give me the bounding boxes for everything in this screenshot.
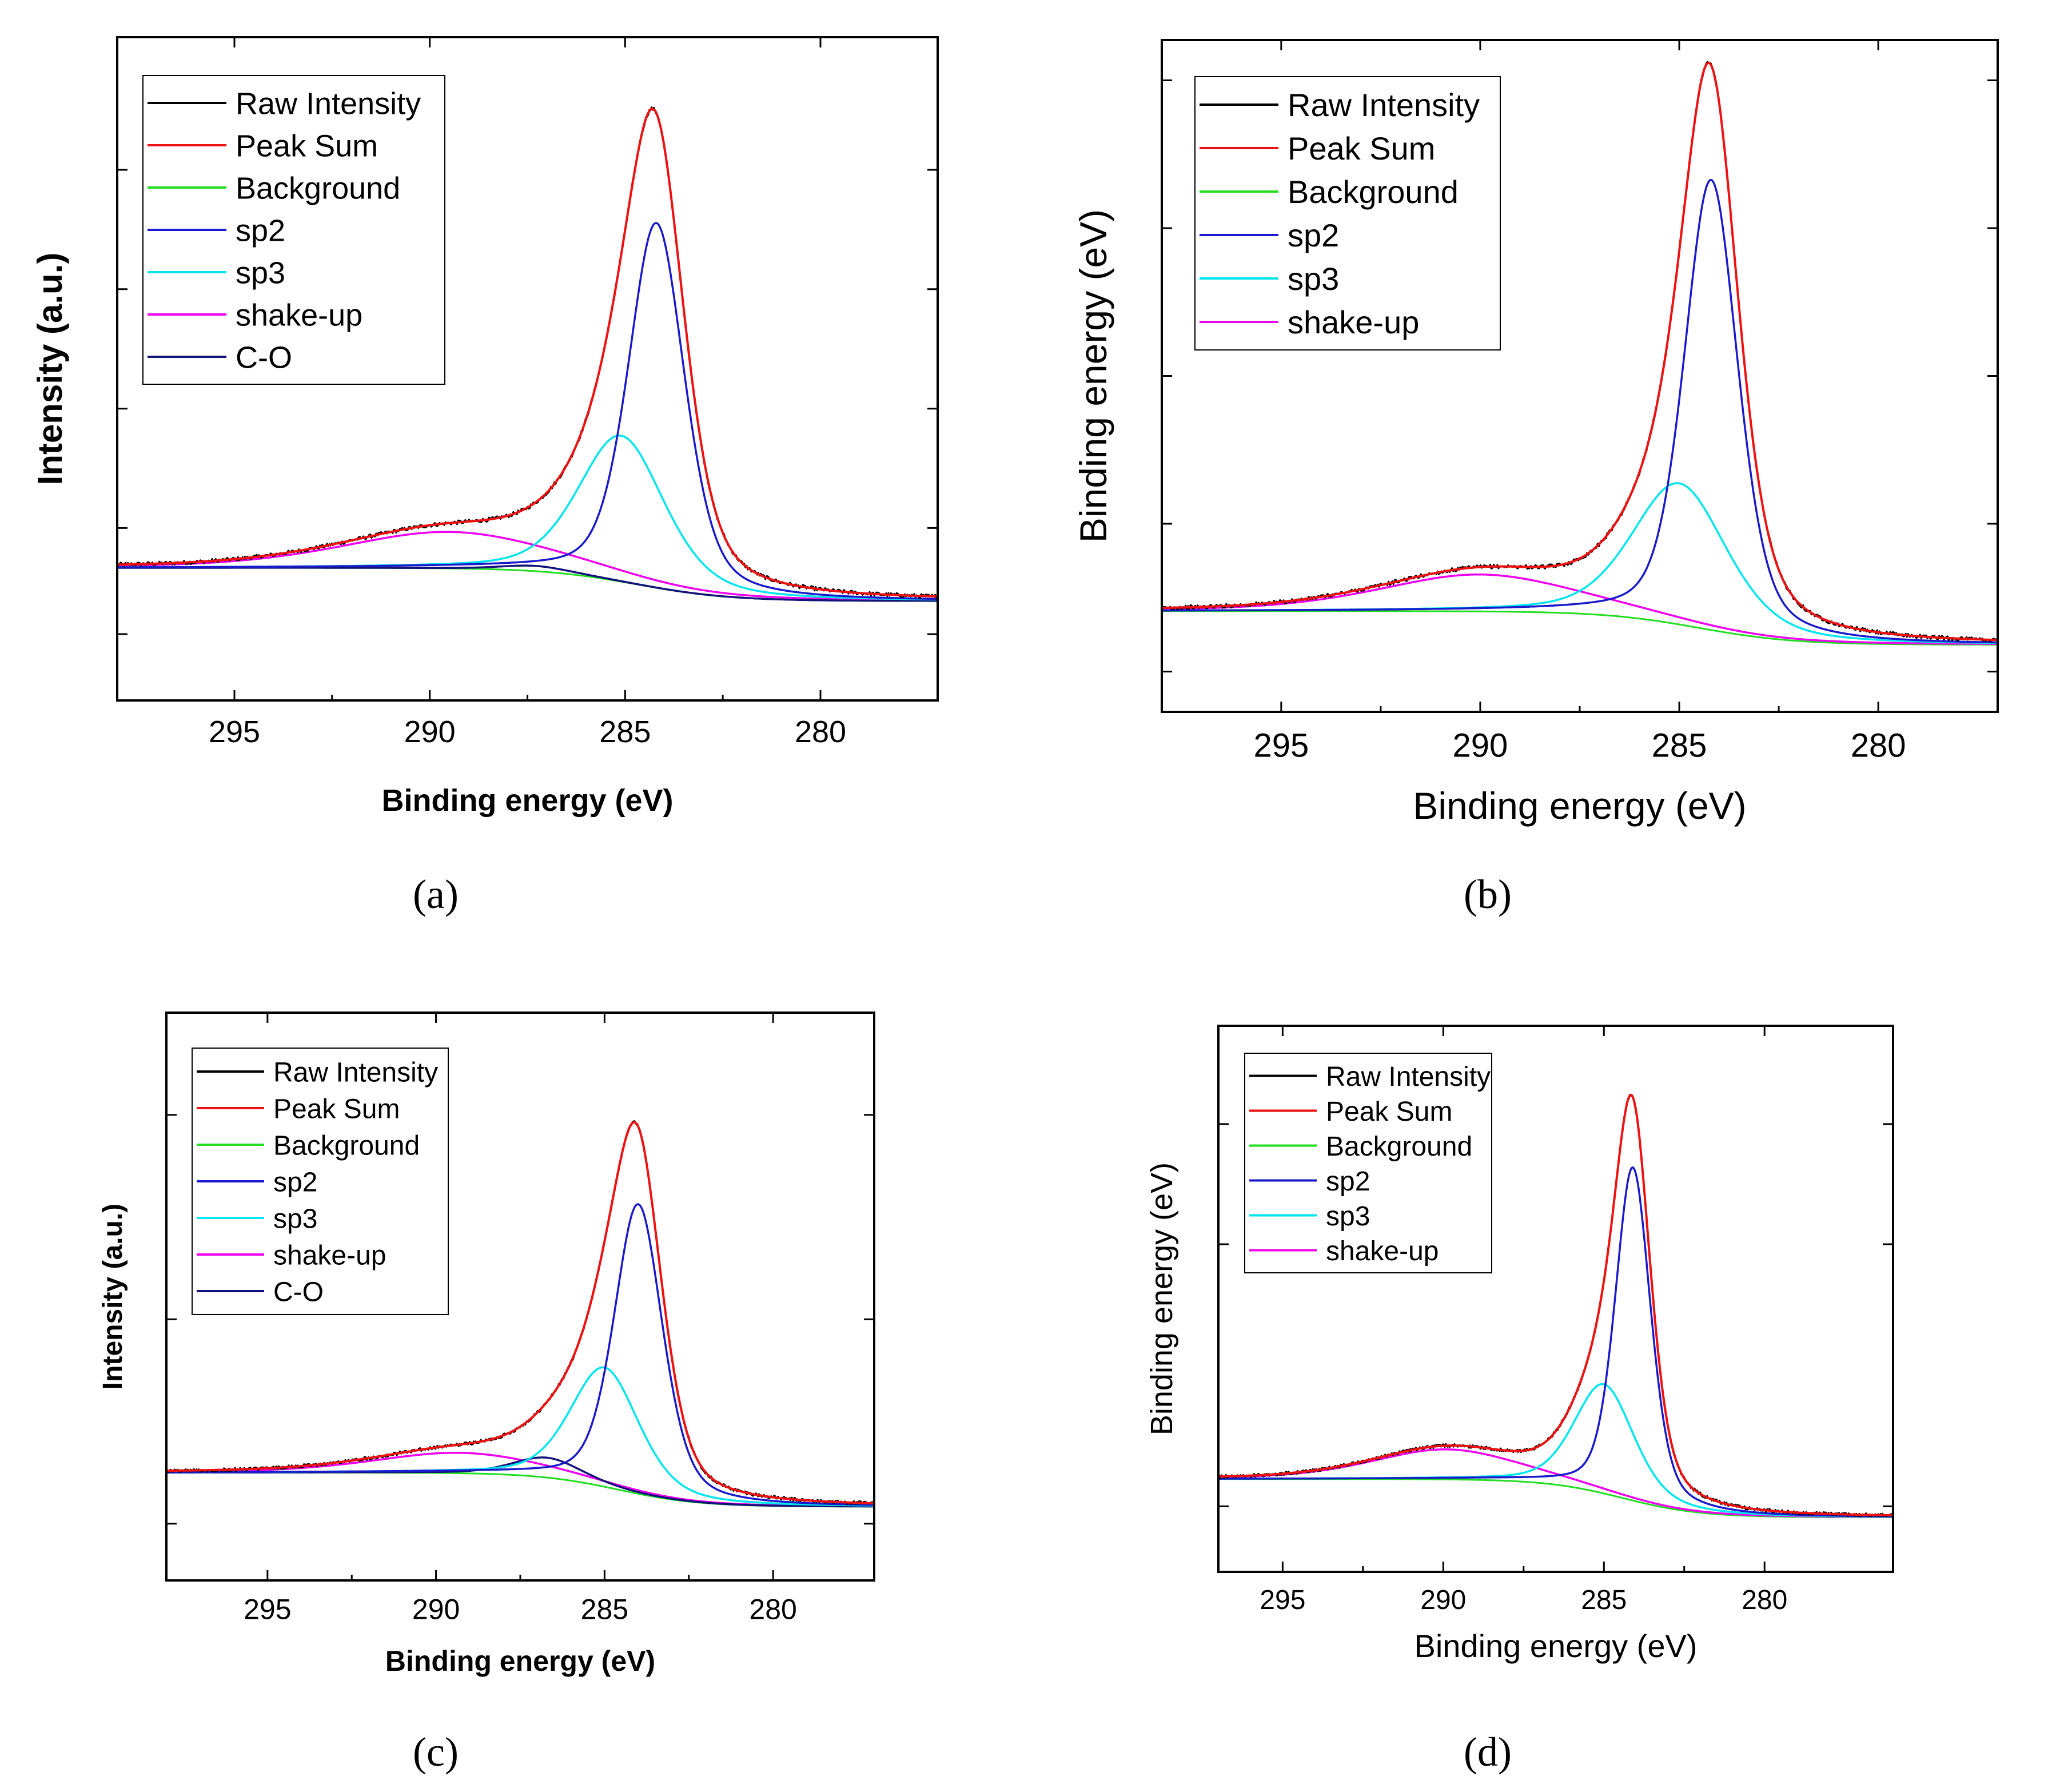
legend-label-shake-up: shake-up: [273, 1240, 386, 1271]
legend: Raw Intensity Peak Sum Background sp2 sp3 sha…: [1194, 76, 1501, 351]
panel-b: 295 290 285 280 Binding energy (eV) Binding…: [1072, 39, 1999, 827]
legend-label-raw-intensity: Raw Intensity: [273, 1057, 438, 1088]
legend-label-sp2: sp2: [1326, 1166, 1370, 1197]
x-tick-label: 290: [1453, 727, 1508, 764]
caption-a: (a): [413, 871, 459, 917]
axis-ticks: [117, 37, 938, 700]
plot-frame: [1217, 1025, 1894, 1573]
series-peak-sum: [1162, 61, 1998, 642]
curves: [1217, 1093, 1894, 1518]
x-tick-label: 280: [795, 715, 846, 749]
x-tick-label: 285: [599, 715, 651, 749]
legend-label-background: Background: [1288, 174, 1459, 210]
caption-b: (b): [1464, 871, 1512, 917]
legend-label-sp2: sp2: [1288, 217, 1339, 253]
x-tick-label: 295: [244, 1594, 291, 1626]
legend-label-shake-up: shake-up: [1326, 1236, 1439, 1267]
x-tick-labels: 295 290 285 280: [244, 1594, 797, 1626]
series-background: [1162, 610, 1998, 646]
y-axis-label: Intensity (a.u.): [31, 253, 69, 485]
x-tick-label: 290: [412, 1594, 460, 1626]
legend-label-peak-sum: Peak Sum: [273, 1094, 400, 1124]
series-peak-sum: [1218, 1093, 1894, 1516]
legend-label-shake-up: shake-up: [236, 298, 362, 332]
legend: Raw Intensity Peak Sum Background sp2 sp3 sha…: [142, 75, 445, 385]
curves: [166, 1120, 875, 1508]
series-sp2: [1218, 1166, 1894, 1518]
axis-ticks: [1218, 1026, 1893, 1572]
series-sp2: [117, 222, 938, 600]
x-tick-labels: 295 290 285 280: [209, 715, 846, 749]
x-tick-label: 280: [749, 1594, 796, 1626]
panel-d: 295 290 285 280 Binding energy (eV) Binding…: [1145, 1025, 1894, 1664]
axis-ticks: [166, 1013, 874, 1580]
curves: [116, 106, 938, 602]
legend-label-sp2: sp2: [236, 213, 285, 248]
legend-label-sp3: sp3: [1326, 1201, 1370, 1232]
panel-captions: (a) (b) (c) (d): [413, 871, 1512, 1775]
x-tick-label: 290: [404, 715, 456, 749]
legend-label-background: Background: [236, 171, 400, 205]
legend-label-sp2: sp2: [273, 1167, 317, 1197]
series-peak-sum: [166, 1121, 875, 1504]
x-axis-label: Binding energy (eV): [1413, 785, 1746, 827]
x-tick-label: 280: [1851, 727, 1906, 764]
caption-c: (c): [413, 1729, 459, 1775]
legend-label-sp3: sp3: [236, 256, 285, 290]
legend-label-raw-intensity: Raw Intensity: [236, 86, 421, 121]
x-tick-label: 295: [209, 715, 260, 749]
legend-label-background: Background: [273, 1130, 420, 1161]
x-tick-label: 285: [1581, 1585, 1627, 1615]
curves: [1161, 61, 1998, 646]
legend-label-raw-intensity: Raw Intensity: [1288, 87, 1480, 123]
legend-label-peak-sum: Peak Sum: [1326, 1097, 1452, 1127]
y-axis-label: Intensity (a.u.): [98, 1204, 128, 1389]
axis-ticks: [1162, 40, 1998, 712]
series-shake-up: [117, 531, 938, 602]
x-tick-label: 290: [1420, 1585, 1466, 1615]
x-tick-label: 295: [1253, 727, 1309, 764]
series-peak-sum: [117, 107, 938, 598]
x-tick-label: 295: [1260, 1585, 1305, 1615]
series-sp2: [166, 1203, 875, 1506]
legend-label-sp3: sp3: [273, 1204, 317, 1234]
legend-label-peak-sum: Peak Sum: [1288, 130, 1435, 166]
x-axis-label: Binding energy (eV): [1415, 1628, 1698, 1664]
panel-c: 295 290 285 280 Binding energy (eV) Intensi…: [98, 1012, 875, 1677]
legend-label-raw-intensity: Raw Intensity: [1326, 1062, 1491, 1092]
legend-label-background: Background: [1326, 1132, 1472, 1162]
legend-label-peak-sum: Peak Sum: [236, 129, 378, 163]
legend-label-c-o: C-O: [236, 340, 292, 375]
panel-a: 295 290 285 280 Binding energy (eV) Intensi…: [31, 36, 939, 818]
x-tick-label: 280: [1742, 1585, 1787, 1615]
x-axis-label: Binding energy (eV): [385, 1645, 655, 1677]
series-sp2: [1162, 178, 1998, 644]
legend-box: [1194, 76, 1501, 351]
caption-d: (d): [1464, 1729, 1512, 1775]
legend-label-sp3: sp3: [1288, 261, 1339, 297]
x-tick-labels: 295 290 285 280: [1260, 1585, 1787, 1615]
x-tick-label: 285: [1652, 727, 1707, 764]
x-tick-label: 285: [581, 1594, 628, 1626]
x-axis-label: Binding energy (eV): [381, 783, 673, 818]
legend-label-c-o: C-O: [273, 1277, 324, 1307]
y-axis-label: Binding energy (eV): [1145, 1162, 1179, 1435]
legend-box: [1244, 1053, 1492, 1273]
legend-label-shake-up: shake-up: [1288, 304, 1419, 340]
legend: Raw Intensity Peak Sum Background sp2 sp3 sha…: [192, 1048, 449, 1315]
legend: Raw Intensity Peak Sum Background sp2 sp3 sha…: [1244, 1053, 1492, 1273]
x-tick-labels: 295 290 285 280: [1253, 727, 1906, 764]
y-axis-label: Binding energy (eV): [1072, 209, 1114, 543]
